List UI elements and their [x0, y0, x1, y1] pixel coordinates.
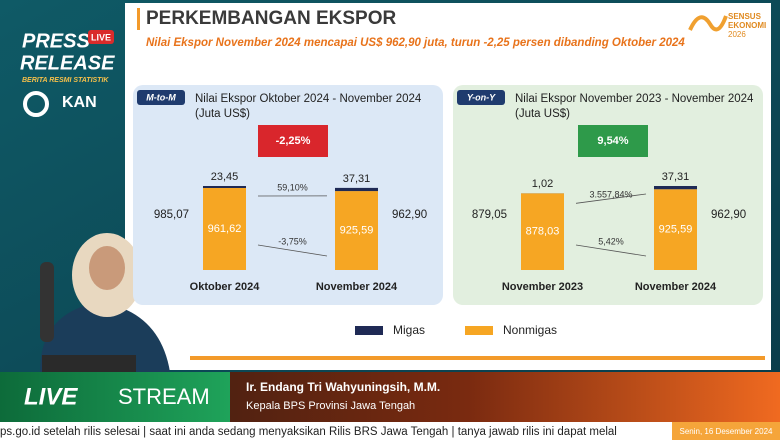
bar-segment — [203, 187, 246, 270]
presenter — [40, 233, 170, 373]
arrow — [257, 244, 328, 257]
logo-ring — [23, 91, 49, 117]
speaker-position: Kepala BPS Provinsi Jawa Tengah — [246, 400, 415, 412]
bar-segment — [335, 191, 378, 270]
badge — [457, 90, 505, 105]
press-text: PRESS — [22, 30, 90, 52]
kan-text: KAN — [62, 94, 97, 111]
change-text: -2,25% — [276, 135, 311, 147]
speaker-name: Ir. Endang Tri Wahyuningsih, M.M. — [246, 380, 440, 394]
logo-text: EKONOMI — [728, 21, 766, 30]
badge-text: Y-on-Y — [467, 92, 496, 102]
migas-change: 59,10% — [277, 182, 308, 192]
bar-segment — [335, 187, 378, 192]
bar-segment — [203, 186, 246, 188]
title-accent — [137, 8, 140, 30]
category-label: Oktober 2024 — [190, 281, 261, 293]
value-label: 925,59 — [340, 224, 374, 236]
badge-text: M-to-M — [146, 92, 176, 102]
total-label: 985,07 — [154, 209, 189, 221]
change-badge — [258, 125, 328, 157]
date-text: Senin, 16 Desember 2024 — [680, 427, 774, 436]
value-label: 878,03 — [526, 226, 560, 238]
legend-swatch — [355, 326, 383, 335]
value-label: 1,02 — [532, 178, 553, 190]
category-label: November 2024 — [635, 281, 717, 293]
ticker-text: ps.go.id setelah rilis selesai | saat in… — [0, 426, 617, 438]
value-label: 37,31 — [343, 173, 371, 185]
change-badge — [578, 125, 648, 157]
live-text: LIVE — [24, 383, 78, 410]
category-label: November 2024 — [316, 281, 398, 293]
total-label: 879,05 — [472, 209, 507, 221]
logo-text: SENSUS — [728, 12, 762, 21]
nonmigas-change: -3,75% — [278, 236, 307, 246]
release-text: RELEASE — [20, 52, 115, 74]
value-label: 23,45 — [211, 171, 239, 183]
stream-text: STREAM — [118, 384, 210, 409]
chart-title: Nilai Ekspor Oktober 2024 - November 202… — [195, 93, 422, 105]
bar-segment — [521, 193, 564, 270]
value-label: 961,62 — [208, 223, 242, 235]
logo-text: 2026 — [728, 30, 746, 39]
brs-text: BERITA RESMI STATISTIK — [22, 77, 109, 84]
live-badge-text: LIVE — [91, 32, 111, 42]
slide-rule — [190, 356, 765, 360]
slide-title: PERKEMBANGAN EKSPOR — [146, 8, 396, 29]
logo-mark — [688, 15, 728, 32]
nonmigas-change: 5,42% — [598, 236, 624, 246]
panel — [133, 85, 443, 305]
bar-segment — [654, 189, 697, 270]
slide-subtitle: Nilai Ekspor November 2024 mencapai US$ … — [146, 37, 685, 49]
category-label: November 2023 — [502, 281, 583, 293]
arrow — [575, 193, 647, 204]
chart-subtitle: (Juta US$) — [195, 108, 250, 120]
live-badge — [88, 30, 114, 44]
legend-swatch — [465, 326, 493, 335]
value-label: 925,59 — [659, 224, 693, 236]
ticker-bar — [0, 422, 780, 440]
date-box — [672, 422, 780, 440]
legend-label: Nonmigas — [503, 323, 557, 337]
live-stream-band — [0, 372, 230, 422]
change-text: 9,54% — [597, 135, 628, 147]
migas-change: 3.557,84% — [589, 190, 632, 200]
arrow — [575, 244, 647, 257]
total-label: 962,90 — [711, 209, 746, 221]
chart-subtitle: (Juta US$) — [515, 108, 570, 120]
value-label: 37,31 — [662, 171, 690, 183]
total-label: 962,90 — [392, 209, 427, 221]
bar-segment — [654, 186, 697, 190]
badge — [137, 90, 185, 105]
legend-label: Migas — [393, 323, 425, 337]
chart-title: Nilai Ekspor November 2023 - November 20… — [515, 93, 754, 105]
